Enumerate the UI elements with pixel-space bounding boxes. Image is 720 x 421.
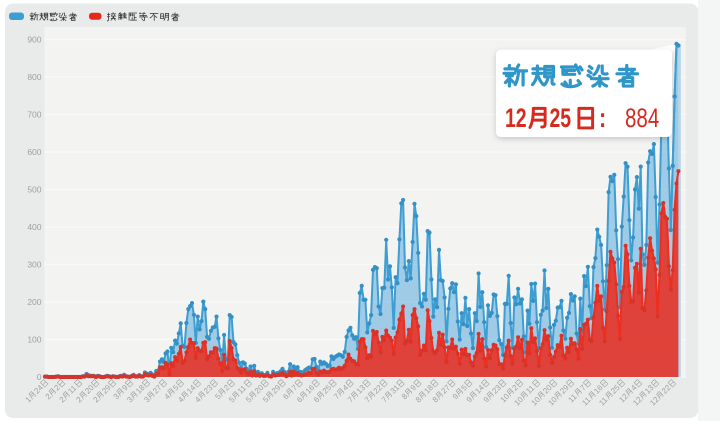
svg-text:5: 5 (261, 395, 271, 405)
svg-text:884: 884 (625, 103, 659, 133)
svg-text:2: 2 (74, 395, 83, 404)
svg-text:100: 100 (27, 335, 41, 345)
svg-text:2: 2 (222, 383, 231, 392)
svg-text:0: 0 (37, 372, 42, 382)
svg-text:2: 2 (57, 395, 66, 404)
svg-text:2: 2 (91, 395, 100, 404)
svg-text:5: 5 (244, 395, 254, 405)
svg-text:4: 4 (629, 383, 639, 393)
svg-text:900: 900 (27, 35, 41, 45)
svg-text:600: 600 (27, 147, 41, 157)
svg-text::: : (599, 104, 606, 134)
svg-text:3: 3 (142, 395, 152, 405)
svg-text:2: 2 (52, 383, 61, 392)
svg-text:4: 4 (193, 395, 203, 405)
svg-text:3: 3 (125, 395, 135, 405)
svg-text:25: 25 (550, 103, 572, 133)
svg-text:3: 3 (111, 391, 121, 401)
svg-text:400: 400 (27, 222, 41, 232)
svg-text:7: 7 (290, 383, 299, 392)
svg-text:9: 9 (409, 383, 419, 393)
svg-text:7: 7 (346, 395, 355, 404)
svg-text:6: 6 (312, 395, 322, 405)
svg-text:5: 5 (459, 383, 469, 393)
svg-text:5: 5 (227, 395, 237, 405)
svg-text:8: 8 (400, 391, 410, 401)
svg-text:4: 4 (341, 383, 351, 393)
svg-text:2: 2 (44, 392, 53, 401)
svg-text:7: 7 (332, 392, 341, 401)
svg-text:12: 12 (505, 103, 527, 133)
svg-text:5: 5 (171, 383, 181, 393)
svg-text:8: 8 (431, 395, 441, 405)
svg-text:7: 7 (363, 395, 372, 404)
svg-text:200: 200 (27, 297, 41, 307)
svg-text:700: 700 (27, 110, 41, 120)
svg-text:9: 9 (120, 383, 130, 393)
svg-text:8: 8 (414, 395, 424, 405)
svg-text:1: 1 (24, 395, 33, 404)
svg-text:4: 4 (162, 391, 172, 401)
svg-text:7: 7 (380, 395, 389, 404)
svg-text:7: 7 (578, 383, 587, 392)
svg-text:500: 500 (27, 185, 41, 195)
svg-text:300: 300 (27, 260, 41, 270)
svg-text:9: 9 (465, 395, 475, 405)
svg-text:5: 5 (213, 391, 223, 401)
svg-text:6: 6 (281, 391, 291, 401)
svg-text:800: 800 (27, 72, 41, 82)
svg-text:6: 6 (295, 395, 305, 405)
svg-text:2: 2 (510, 383, 519, 392)
svg-text:4: 4 (176, 395, 186, 405)
svg-text:9: 9 (482, 395, 492, 405)
svg-text:9: 9 (451, 391, 461, 401)
